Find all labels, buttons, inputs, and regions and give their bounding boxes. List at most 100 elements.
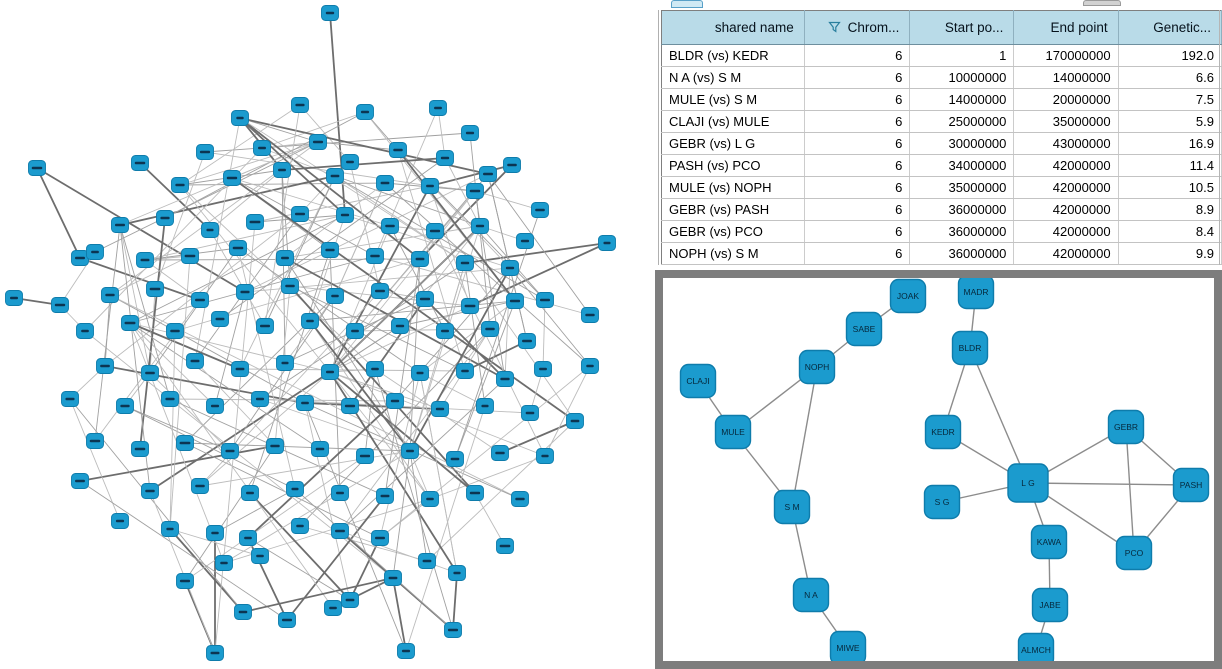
graph-edge[interactable]	[239, 117, 319, 143]
graph-edge[interactable]	[209, 169, 283, 231]
cell-value[interactable]: 6	[804, 66, 911, 89]
graph-edge[interactable]	[464, 340, 528, 372]
graph-edge[interactable]	[409, 262, 466, 452]
graph-edge[interactable]	[487, 173, 528, 342]
graph-node[interactable]	[923, 484, 961, 520]
graph-edge[interactable]	[139, 162, 211, 231]
cell-value[interactable]: 6.6	[1118, 66, 1222, 89]
cell-shared-name[interactable]: N A (vs) S M	[661, 66, 805, 89]
cell-shared-name[interactable]: GEBR (vs) PCO	[661, 220, 805, 243]
graph-edge[interactable]	[281, 157, 446, 171]
column-header-start-po[interactable]: Start po...	[909, 10, 1015, 45]
graph-edge[interactable]	[469, 242, 608, 307]
graph-edge[interactable]	[339, 530, 458, 574]
graph-edge[interactable]	[149, 371, 331, 492]
table-row[interactable]: BLDR (vs) KEDR 6 1 170000000 192.0	[661, 44, 1222, 67]
table-row[interactable]: GEBR (vs) L G 6 30000000 43000000 16.9	[661, 132, 1222, 155]
graph-edge[interactable]	[304, 402, 441, 410]
graph-node[interactable]	[1031, 587, 1069, 623]
graph-edge[interactable]	[329, 190, 476, 373]
cell-value[interactable]: 16.9	[1118, 132, 1222, 155]
graph-edge[interactable]	[437, 107, 446, 159]
graph-node[interactable]	[1107, 409, 1145, 445]
graph-edge[interactable]	[129, 322, 321, 450]
filtered-network-view[interactable]: JOAK MADR SABE BLDR NOPH CLAJI GEBR MULE KEDR L G…	[655, 270, 1222, 669]
cell-value[interactable]: 42000000	[1013, 198, 1119, 221]
cell-shared-name[interactable]: PASH (vs) PCO	[661, 154, 805, 177]
graph-edge[interactable]	[384, 182, 591, 367]
graph-edge[interactable]	[284, 295, 336, 364]
graph-edge[interactable]	[129, 322, 331, 373]
graph-edge[interactable]	[397, 149, 516, 302]
graph-edge[interactable]	[247, 400, 396, 539]
cell-value[interactable]: 6	[804, 242, 911, 265]
graph-edge[interactable]	[179, 104, 301, 186]
cell-value[interactable]: 36000000	[909, 220, 1015, 243]
graph-edge[interactable]	[399, 300, 516, 327]
main-network-canvas[interactable]	[0, 0, 655, 669]
graph-edge[interactable]	[149, 247, 239, 374]
graph-edge[interactable]	[239, 175, 336, 370]
graph-edge[interactable]	[119, 175, 336, 226]
graph-edge[interactable]	[284, 225, 481, 259]
cell-value[interactable]: 11.4	[1118, 154, 1222, 177]
graph-edge[interactable]	[1027, 482, 1192, 486]
cell-shared-name[interactable]: GEBR (vs) PASH	[661, 198, 805, 221]
graph-edge[interactable]	[354, 328, 491, 332]
graph-edge[interactable]	[199, 371, 331, 487]
graph-edge[interactable]	[286, 495, 386, 621]
graph-edge[interactable]	[424, 298, 506, 380]
graph-edge[interactable]	[474, 492, 506, 547]
cell-value[interactable]: 42000000	[1013, 220, 1119, 243]
graph-edge[interactable]	[94, 141, 319, 253]
graph-node[interactable]	[1017, 632, 1055, 662]
graph-edge[interactable]	[199, 450, 411, 487]
graph-node[interactable]	[924, 414, 962, 450]
graph-edge[interactable]	[179, 184, 376, 370]
graph-edge[interactable]	[334, 175, 466, 264]
graph-edge[interactable]	[239, 117, 346, 216]
panel-tab-fragment[interactable]	[671, 0, 703, 8]
column-header-end-point[interactable]: End point	[1013, 10, 1119, 45]
cell-value[interactable]: 42000000	[1013, 154, 1119, 177]
cell-value[interactable]: 6	[804, 44, 911, 67]
graph-edge[interactable]	[239, 117, 466, 264]
cell-value[interactable]: 170000000	[1013, 44, 1119, 67]
graph-edge[interactable]	[429, 164, 513, 187]
cell-value[interactable]: 10000000	[909, 66, 1015, 89]
graph-edge[interactable]	[261, 111, 366, 149]
cell-value[interactable]: 36000000	[909, 198, 1015, 221]
graph-edge[interactable]	[109, 294, 306, 404]
cell-value[interactable]: 192.0	[1118, 44, 1222, 67]
cell-shared-name[interactable]: CLAJI (vs) MULE	[661, 110, 805, 133]
cell-shared-name[interactable]: NOPH (vs) S M	[661, 242, 805, 265]
cell-shared-name[interactable]: BLDR (vs) KEDR	[661, 44, 805, 67]
graph-edge[interactable]	[79, 445, 276, 482]
cell-value[interactable]: 20000000	[1013, 88, 1119, 111]
graph-edge[interactable]	[119, 224, 151, 374]
graph-edge[interactable]	[309, 320, 431, 500]
graph-edge[interactable]	[149, 490, 216, 654]
graph-edge[interactable]	[364, 368, 376, 457]
panel-tab-fragment[interactable]	[1083, 0, 1121, 6]
cell-value[interactable]: 6	[804, 88, 911, 111]
graph-edge[interactable]	[1125, 426, 1135, 554]
table-row[interactable]: MULE (vs) S M 6 14000000 20000000 7.5	[661, 88, 1222, 111]
graph-edge[interactable]	[317, 141, 399, 151]
graph-edge[interactable]	[104, 213, 301, 367]
graph-edge[interactable]	[69, 398, 121, 522]
graph-edge[interactable]	[349, 161, 381, 292]
graph-edge[interactable]	[139, 217, 166, 450]
graph-edge[interactable]	[339, 328, 491, 532]
graph-edge[interactable]	[334, 182, 386, 297]
graph-edge[interactable]	[237, 247, 421, 374]
graph-edge[interactable]	[129, 322, 216, 407]
graph-edge[interactable]	[249, 492, 351, 601]
graph-edge[interactable]	[429, 185, 471, 307]
graph-edge[interactable]	[144, 259, 201, 301]
column-header-shared-name[interactable]: shared name	[661, 10, 805, 45]
graph-edge[interactable]	[379, 365, 591, 539]
graph-edge[interactable]	[36, 167, 246, 293]
graph-edge[interactable]	[69, 398, 244, 613]
